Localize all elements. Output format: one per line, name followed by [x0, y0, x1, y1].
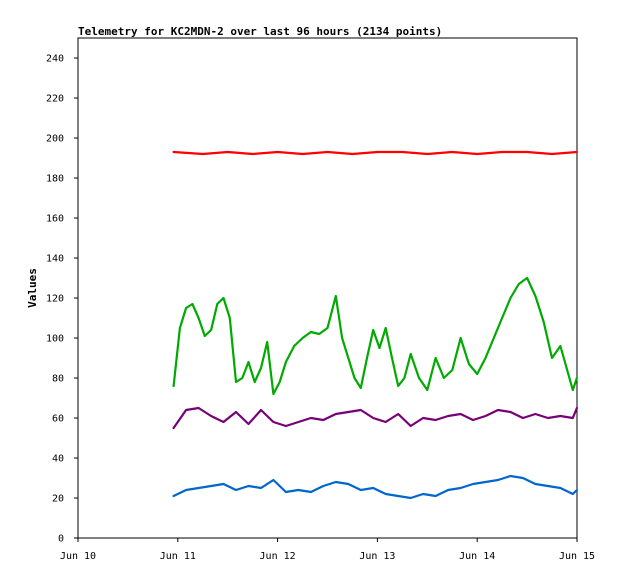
y-tick-label: 80 — [52, 374, 64, 385]
series-line-2 — [172, 276, 579, 396]
y-axis-label: Values — [26, 268, 39, 308]
x-axis: Jun 10 Jun 11 Jun 12 Jun 13 Jun 14 Jun 15 — [60, 538, 595, 562]
x-tick-label: Jun 10 — [60, 551, 96, 562]
x-tick-label: Jun 14 — [459, 551, 495, 562]
x-tick-label: Jun 15 — [559, 551, 595, 562]
y-tick-label: 180 — [46, 174, 64, 185]
x-tick-label: Jun 12 — [260, 551, 296, 562]
y-tick-label: 20 — [52, 494, 64, 505]
y-tick-label: 240 — [46, 54, 64, 65]
y-tick-label: 120 — [46, 294, 64, 305]
series-line-1 — [172, 150, 579, 156]
y-tick-label: 100 — [46, 334, 64, 345]
y-tick-label: 40 — [52, 454, 64, 465]
y-axis: 0 20 40 60 80 100 120 140 160 180 200 220 240 — [46, 54, 78, 545]
y-tick-label: 200 — [46, 134, 64, 145]
y-tick-label: 140 — [46, 254, 64, 265]
x-tick-label: Jun 11 — [160, 551, 196, 562]
y-tick-label: 60 — [52, 414, 64, 425]
x-tick-label: Jun 13 — [359, 551, 395, 562]
chart-title: Telemetry for KC2MDN-2 over last 96 hour… — [78, 25, 442, 38]
plot-area — [77, 37, 578, 539]
series-line-4 — [172, 474, 579, 500]
series-layer — [172, 150, 579, 500]
y-tick-label: 0 — [58, 534, 64, 545]
series-line-3 — [172, 406, 579, 430]
y-tick-label: 220 — [46, 94, 64, 105]
y-tick-label: 160 — [46, 214, 64, 225]
